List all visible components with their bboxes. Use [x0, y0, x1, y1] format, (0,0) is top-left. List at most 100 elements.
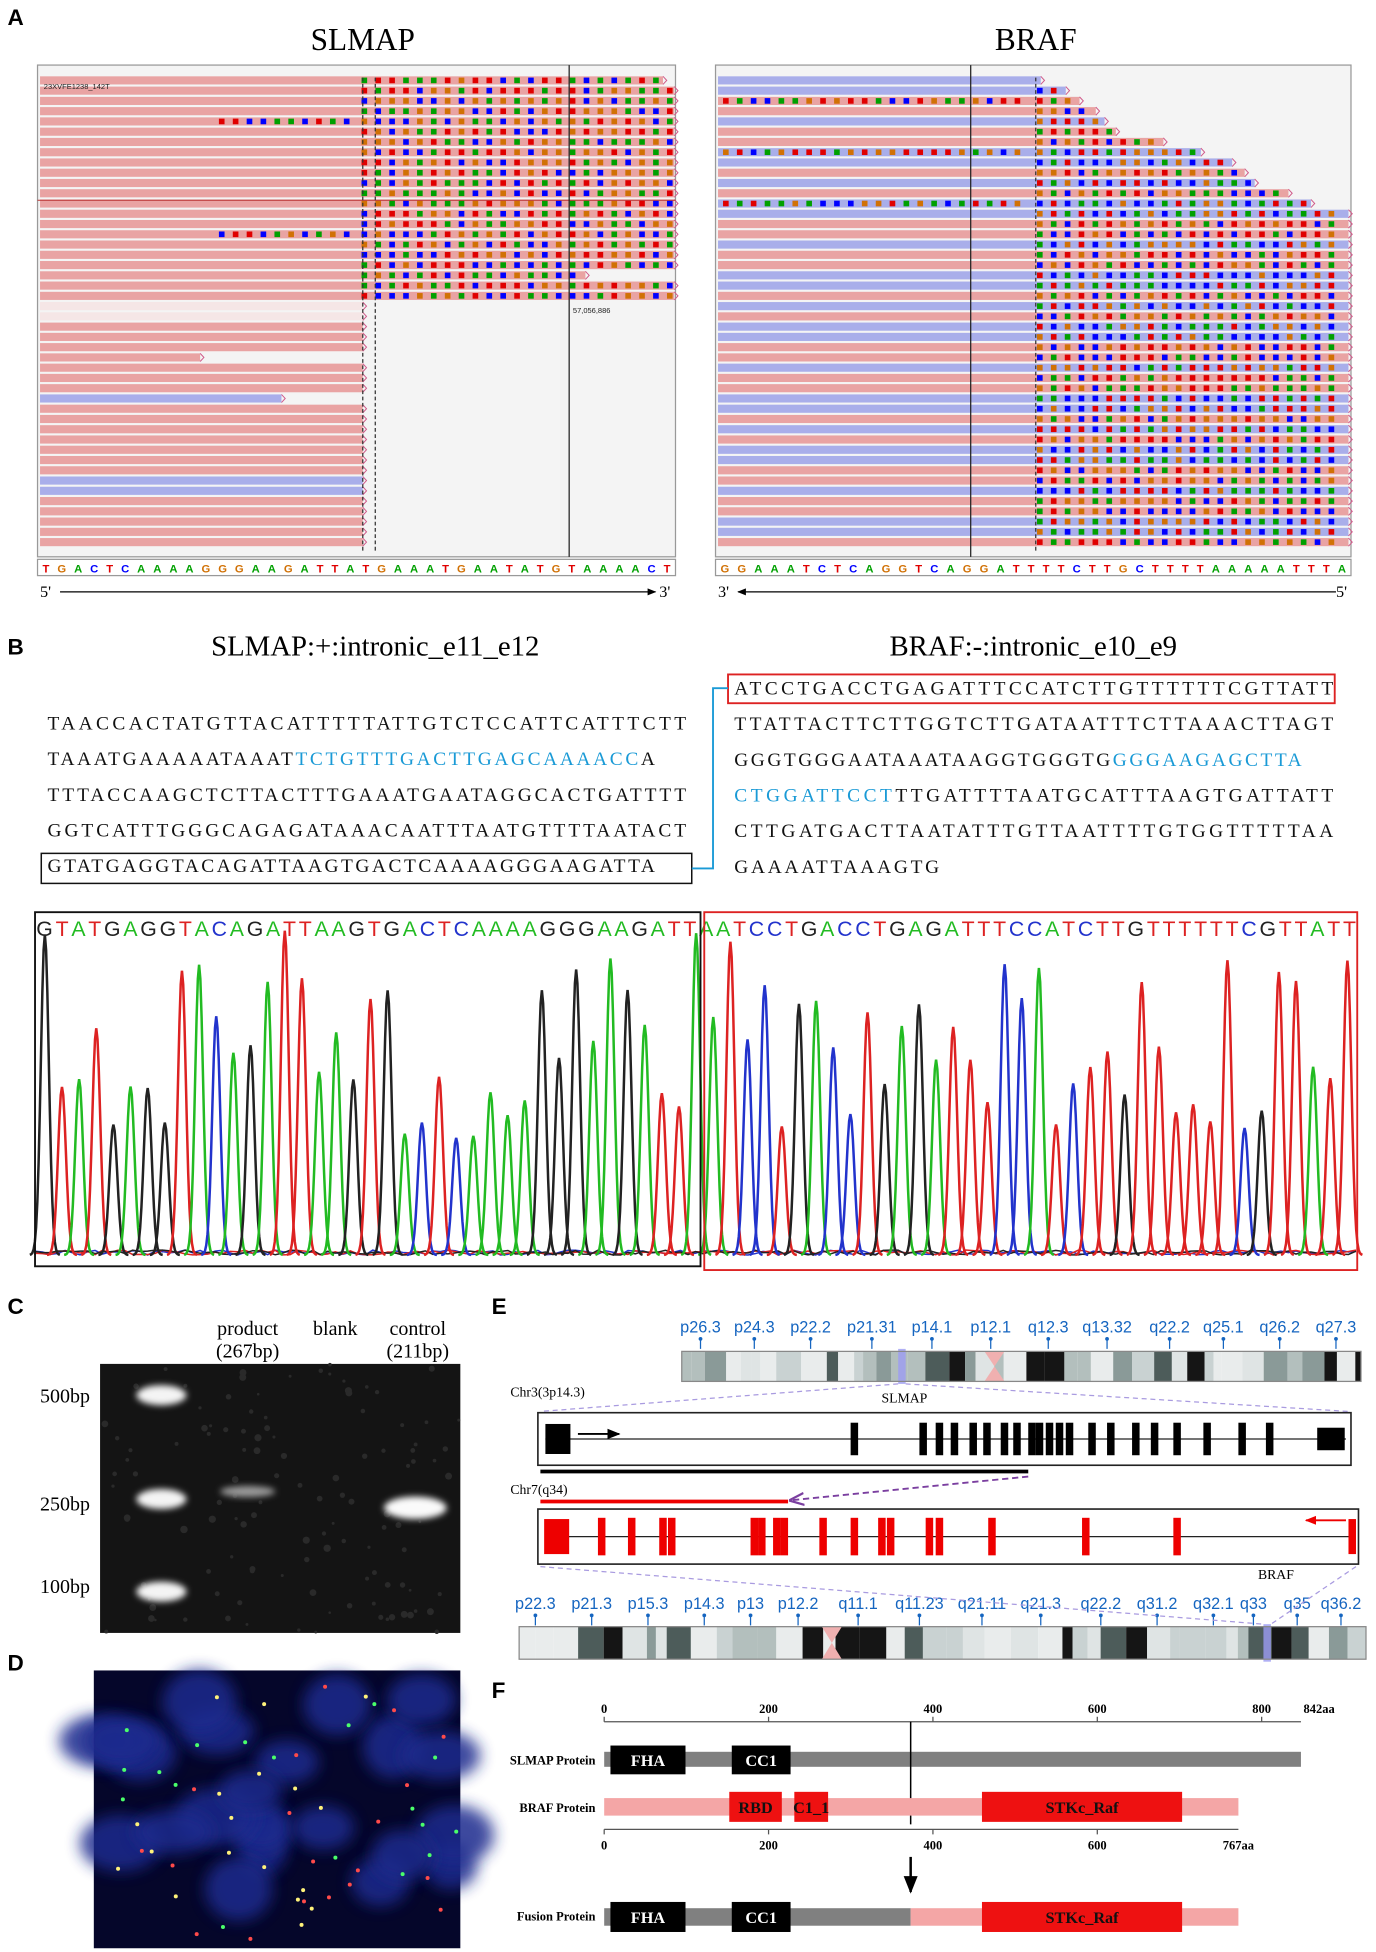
read-strand — [673, 260, 679, 270]
trace-peak — [423, 1076, 455, 1257]
gel-noise — [418, 1520, 422, 1524]
base: A — [631, 563, 639, 575]
read-base — [1314, 416, 1321, 422]
read-base — [1300, 282, 1307, 289]
trace-peak — [783, 1003, 815, 1257]
marker-label: 500bp — [40, 1386, 90, 1408]
read-base — [500, 139, 506, 145]
ladder-band — [136, 1489, 187, 1510]
base: A — [1212, 563, 1220, 575]
read-base — [458, 149, 465, 156]
read-base — [1134, 180, 1140, 186]
read-base — [1037, 293, 1043, 299]
read-base — [1064, 488, 1071, 494]
gel-noise — [245, 1622, 249, 1626]
read-base — [1314, 221, 1321, 227]
band-pin-head — [870, 1336, 874, 1341]
read-base — [500, 241, 506, 248]
read-base — [1120, 252, 1126, 258]
read-base — [1106, 529, 1113, 535]
base: T — [1028, 563, 1035, 575]
base: A — [71, 917, 86, 941]
gel-noise — [206, 1569, 212, 1574]
trace-peak — [269, 930, 301, 1256]
read-base — [1300, 364, 1307, 371]
chromosome-band — [691, 1351, 705, 1382]
gel-noise — [240, 1428, 246, 1434]
read — [40, 497, 363, 506]
read-base — [1037, 344, 1043, 350]
read-base — [1273, 282, 1279, 289]
base: G — [218, 563, 227, 575]
chromosome-band — [838, 1351, 855, 1382]
read — [40, 96, 675, 105]
read-base — [1314, 467, 1321, 474]
read-base — [1092, 364, 1099, 371]
read-base — [1134, 200, 1140, 207]
read-base — [1189, 395, 1196, 402]
base: C — [212, 917, 227, 941]
strand-end: 3' — [718, 583, 729, 601]
read-strand — [362, 537, 368, 547]
base: G — [235, 563, 244, 575]
read-base — [639, 252, 645, 258]
read-base — [1106, 385, 1113, 392]
strand-end: 5' — [40, 583, 51, 601]
read-base — [1300, 518, 1307, 525]
gel-noise — [123, 1514, 131, 1522]
read-base — [458, 252, 465, 258]
read-base — [806, 149, 812, 156]
read-base — [611, 118, 618, 125]
exon — [1132, 1422, 1140, 1456]
base: T — [733, 917, 746, 941]
read-base — [1328, 467, 1335, 474]
read-base — [569, 139, 576, 145]
band-label: p21.31 — [847, 1319, 897, 1337]
exon — [758, 1517, 766, 1556]
read-base — [583, 149, 590, 156]
domain — [731, 1901, 791, 1932]
sequence-segment: ATCCTGACCTGAGATTTCCATCTTGTTTTTTCGTTATT — [734, 678, 1333, 699]
read-base — [444, 231, 451, 238]
probe-signal — [287, 1810, 292, 1815]
read-base — [625, 252, 631, 258]
read-base — [1314, 231, 1321, 238]
read-base — [736, 149, 743, 156]
read-base — [861, 200, 868, 207]
read-base — [1328, 334, 1335, 340]
panel-label: A — [8, 5, 24, 30]
base: C — [818, 563, 826, 575]
read-base — [1231, 190, 1238, 197]
read-base — [1050, 436, 1057, 443]
chromosome-band — [854, 1351, 864, 1382]
base: A — [1260, 563, 1268, 575]
band-label: q31.2 — [1137, 1595, 1178, 1613]
read-base — [1148, 210, 1154, 217]
probe-signal — [226, 1850, 231, 1855]
read-base — [569, 241, 576, 248]
exon — [544, 1519, 570, 1555]
band-label: q36.2 — [1321, 1595, 1362, 1613]
read-strand — [1348, 332, 1353, 342]
read-base — [361, 149, 368, 156]
read-base — [500, 190, 506, 197]
read-base — [1134, 364, 1140, 371]
base: G — [980, 563, 989, 575]
read-base — [653, 149, 659, 156]
read-base — [1161, 539, 1168, 545]
read-base — [444, 221, 451, 227]
read-base — [666, 200, 673, 207]
trace-peak — [1160, 1112, 1192, 1257]
marker-label: 250bp — [40, 1493, 90, 1515]
read-base — [1120, 282, 1126, 289]
read-base — [1189, 210, 1196, 217]
read-base — [1245, 282, 1251, 289]
read-base — [302, 118, 308, 125]
read-base — [1259, 488, 1265, 494]
read-base — [1203, 272, 1210, 279]
base: A — [947, 563, 955, 575]
probe-signal — [438, 1907, 443, 1912]
probe-signal — [135, 1822, 140, 1827]
read-base — [1286, 303, 1293, 309]
